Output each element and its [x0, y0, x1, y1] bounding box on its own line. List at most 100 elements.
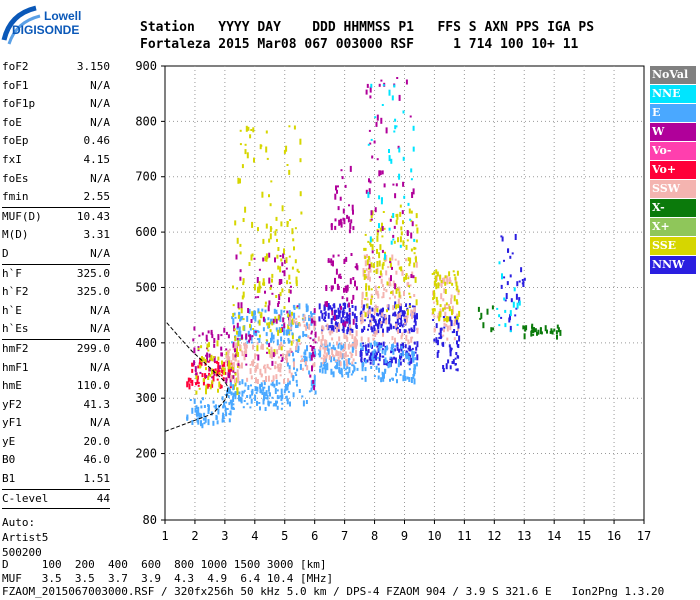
echo-point	[451, 305, 454, 312]
echo-point	[390, 291, 392, 294]
echo-point	[359, 351, 362, 357]
echo-point	[390, 358, 393, 364]
param-value: N/A	[90, 322, 110, 336]
echo-point	[396, 346, 399, 351]
echo-point	[406, 376, 409, 380]
echo-point	[311, 384, 314, 389]
echo-point	[241, 351, 244, 357]
echo-point	[280, 221, 283, 227]
echo-point	[289, 347, 292, 353]
echo-point	[339, 310, 342, 314]
echo-point	[405, 352, 408, 359]
echo-point	[337, 322, 339, 328]
echo-point	[274, 352, 276, 356]
param-label: foF1p	[2, 97, 36, 111]
header-axn-label: AXN	[484, 20, 508, 35]
echo-point	[291, 266, 294, 270]
echo-point	[449, 350, 452, 357]
echo-point	[286, 350, 289, 357]
param-label: yF1	[2, 416, 22, 430]
echo-point	[227, 395, 230, 399]
echo-point	[258, 268, 261, 271]
param-row-hme: hmE 110.0	[2, 377, 110, 396]
echo-point	[205, 367, 207, 371]
echo-point	[397, 145, 400, 149]
echo-point	[251, 360, 254, 365]
echo-point	[373, 316, 376, 321]
echo-point	[396, 318, 399, 324]
echo-point	[213, 356, 216, 363]
echo-point	[518, 300, 521, 306]
echo-point	[408, 355, 410, 361]
echo-point	[490, 327, 493, 333]
echo-point	[284, 355, 287, 361]
echo-point	[556, 334, 558, 340]
echo-point	[232, 365, 235, 371]
echo-point	[378, 357, 381, 362]
echo-point	[222, 377, 225, 382]
echo-point	[374, 207, 377, 213]
echo-point	[546, 329, 548, 334]
param-row-he: h`E N/A	[2, 302, 110, 321]
echo-point	[433, 290, 436, 295]
echo-point	[220, 334, 223, 337]
echo-point	[402, 350, 405, 357]
echo-point	[313, 311, 316, 315]
echo-point	[278, 382, 281, 385]
echo-point	[230, 374, 233, 379]
echo-point	[256, 341, 259, 345]
echo-point	[197, 347, 200, 350]
echo-point	[264, 301, 267, 305]
echo-point	[349, 165, 352, 172]
echo-point	[446, 307, 448, 309]
echo-point	[274, 230, 277, 236]
echo-point	[453, 337, 456, 341]
echo-point	[454, 277, 457, 284]
echo-point	[302, 359, 304, 362]
echo-point	[536, 331, 538, 336]
param-value: N/A	[90, 171, 110, 185]
echo-point	[413, 246, 416, 250]
echo-point	[191, 407, 194, 414]
echo-point	[217, 408, 220, 415]
echo-point	[208, 367, 211, 372]
echo-point	[217, 356, 220, 361]
echo-point	[332, 371, 335, 378]
echo-point	[243, 389, 246, 392]
echo-point	[279, 363, 282, 369]
echo-point	[297, 315, 300, 318]
echo-point	[297, 339, 300, 342]
echo-point	[289, 401, 291, 407]
echo-point	[433, 308, 436, 310]
echo-point	[456, 355, 459, 358]
echo-point	[342, 311, 345, 315]
echo-point	[266, 257, 269, 260]
echo-point	[308, 315, 310, 322]
echo-point	[336, 361, 339, 366]
echo-point	[335, 365, 338, 370]
echo-point	[270, 284, 273, 288]
echo-point	[373, 308, 376, 315]
echo-point	[402, 240, 405, 247]
echo-point	[271, 273, 274, 278]
echo-point	[381, 222, 383, 228]
echo-point	[253, 157, 255, 163]
echo-point	[381, 312, 384, 317]
echo-point	[285, 329, 288, 336]
echo-point	[373, 349, 376, 354]
echo-point	[279, 374, 282, 377]
echo-point	[456, 368, 459, 372]
echo-point	[442, 368, 445, 372]
echo-point	[304, 356, 307, 360]
echo-point	[408, 285, 410, 288]
echo-point	[312, 379, 315, 384]
header-day-value: Mar08	[257, 37, 297, 52]
echo-point	[444, 281, 447, 286]
echo-point	[413, 238, 416, 242]
echo-point	[228, 360, 230, 367]
echo-point	[389, 358, 392, 361]
echo-point	[268, 238, 271, 243]
param-row-foe: foE N/A	[2, 114, 110, 133]
echo-point	[234, 354, 237, 358]
echo-point	[274, 257, 276, 263]
